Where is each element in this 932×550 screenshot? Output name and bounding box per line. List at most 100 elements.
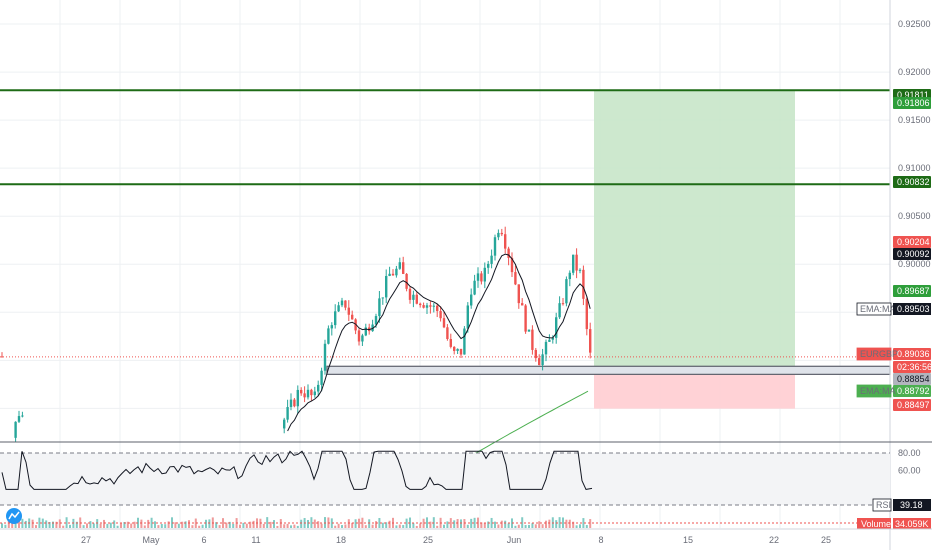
candle-body [378,298,381,317]
volume-bar [426,517,428,528]
candle-body [514,272,517,285]
price-label-box[interactable] [893,285,931,297]
candle-body [323,343,327,371]
volume-bar [395,525,398,528]
candle-body [456,348,459,351]
price-axis[interactable]: 0.92500 0.92000 0.91500 0.91000 0.90500 0.900… [856,0,932,550]
candle-body [17,416,21,422]
candle-body [534,349,537,359]
price-label-text: 0.88792 [897,386,930,396]
volume-bar [398,524,401,528]
volume-bar [589,519,592,528]
volume-pane: Volume 34.059K [0,517,931,529]
tradingview-logo-icon[interactable] [6,508,22,524]
candle-body [0,356,4,358]
ema-fast-line [287,253,591,432]
price-tick-label: 0.92000 [898,67,931,77]
support-band[interactable] [326,365,891,375]
candle-body [483,267,486,282]
volume-bar [35,525,37,528]
candle-body [334,311,337,326]
time-axis-label: Jun [507,535,522,545]
price-label-box[interactable] [893,97,931,109]
indicator-tag-text: EMA:MA [860,386,896,396]
candle-body [310,389,313,396]
candle-body [578,269,582,271]
volume-bar [14,519,17,528]
time-axis-label: 25 [423,535,433,545]
volume-bar [188,520,190,528]
price-label-box[interactable] [893,385,931,397]
horizontal-levels[interactable] [0,89,890,358]
candle-body [531,329,534,350]
volume-bar [429,521,432,528]
volume-value-text: 34.059K [895,519,929,529]
price-label-box[interactable] [893,373,931,385]
price-label-box[interactable] [893,361,931,373]
price-label-box[interactable] [893,348,931,360]
rsi-pane[interactable]: 80.00 60.00 RSI 39.18 [0,441,932,512]
volume-bar [388,520,391,528]
candle-body [415,294,418,304]
volume-bar [1,523,3,528]
candle-body [439,311,442,319]
position-zones[interactable] [326,90,891,409]
indicator-tag-text: EURGBP [860,349,898,359]
time-axis[interactable]: 27 May 6 11 18 25 Jun 8 15 22 25 [0,528,932,545]
volume-bar [273,520,275,528]
volume-bar [521,517,524,528]
volume-bar [109,522,112,528]
price-label-box[interactable] [893,236,931,248]
rsi-value-text: 39.18 [900,500,923,510]
rsi-value-box[interactable] [893,499,931,511]
price-label-box[interactable] [893,176,931,188]
volume-bar [375,521,377,528]
candle-body [340,300,344,306]
volume-bar [541,524,544,528]
indicator-tag-box[interactable] [856,384,892,398]
volume-bar [514,525,517,528]
candle-body [337,305,340,312]
rsi-tag-box[interactable] [872,498,892,512]
volume-value-box [893,518,931,529]
candle-body [504,234,507,249]
volume-bar [24,520,27,528]
price-tick-label: 0.90500 [898,211,931,221]
target-zone[interactable] [594,90,795,367]
candle-body [524,305,527,332]
volume-bar [154,521,156,528]
volume-bar [290,525,292,528]
candle-body [432,305,435,307]
candle-body [425,305,429,308]
indicator-tag-box[interactable] [856,302,892,316]
volume-bar [103,519,105,528]
candle-body [446,327,449,340]
candle-body [357,330,361,342]
candle-body [572,254,575,273]
volume-bar [215,522,218,528]
volume-bar [45,520,48,528]
price-label-box[interactable] [893,399,931,411]
candle-body [354,319,357,331]
candle-body [493,237,497,256]
time-axis-label: 18 [336,535,346,545]
candle-body [582,269,585,299]
candle-body [317,384,320,392]
indicator-tag-box[interactable] [856,347,892,361]
candle-body [303,393,306,398]
candle-body [351,314,354,320]
volume-bar [480,522,483,528]
volume-bar [269,521,272,528]
volume-bar [38,517,41,528]
volume-bar [538,521,541,528]
volume-bar [524,525,527,528]
volume-bar [150,517,153,528]
price-label-box[interactable] [893,248,931,260]
candle-body [538,358,541,366]
volume-bar [405,518,408,528]
candle-body [395,268,398,276]
candle-body [565,279,568,304]
time-axis-label: 25 [821,535,831,545]
ema-value-box[interactable] [893,303,931,315]
